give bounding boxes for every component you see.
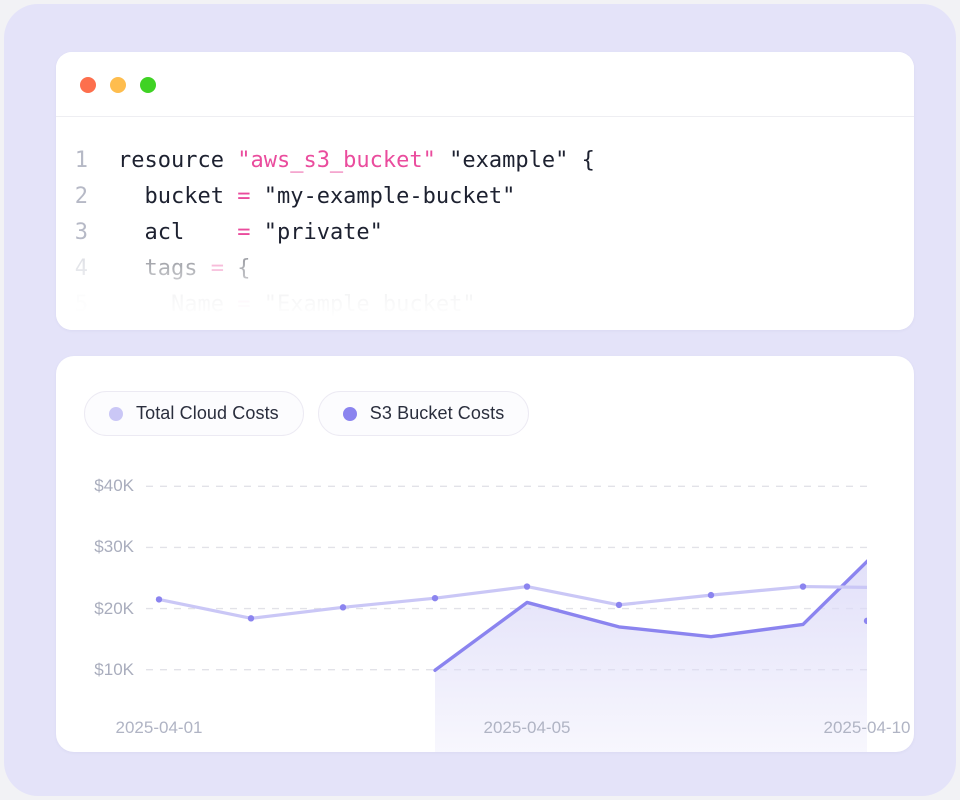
data-point-total-cloud-costs[interactable] <box>892 585 898 591</box>
code-line-number: 4 <box>74 256 88 281</box>
chart-plot-area: $40K $30K $20K $10K 2025-04-01 2025-04-05 202… <box>56 448 914 752</box>
x-axis-tick-label: 2025-04-01 <box>115 718 203 737</box>
data-point-total-cloud-costs[interactable] <box>431 594 439 602</box>
chart-content <box>146 485 898 752</box>
code-line: 5 Name = "Example bucket" <box>56 287 914 323</box>
traffic-light-close-icon[interactable] <box>80 77 96 93</box>
code-token: "example" { <box>435 148 595 173</box>
data-point-total-cloud-costs[interactable] <box>615 601 623 609</box>
code-token: resource <box>118 148 238 173</box>
data-point-total-cloud-costs[interactable] <box>863 617 870 625</box>
code-line-number: 1 <box>74 148 88 173</box>
code-line-number: 5 <box>74 292 88 317</box>
code-token: "aws_s3_bucket" <box>237 148 436 173</box>
code-line: 4 tags = { <box>56 251 914 287</box>
data-point-total-cloud-costs[interactable] <box>247 615 255 622</box>
code-token: "Example bucket" <box>250 292 476 317</box>
code-token: = <box>237 292 251 317</box>
code-line-number: 3 <box>74 220 88 245</box>
page-background: 1 resource "aws_s3_bucket" "example" {2 b… <box>4 4 956 796</box>
code-token: "my-example-bucket" <box>250 184 516 209</box>
chart-x-axis: 2025-04-01 2025-04-05 2025-04-10 <box>56 718 914 742</box>
legend-pill-s3-bucket-costs[interactable]: S3 Bucket Costs <box>317 391 530 436</box>
cost-chart-card: Total Cloud Costs S3 Bucket Costs $40K $30… <box>56 356 914 752</box>
legend-label: S3 Bucket Costs <box>369 403 505 423</box>
data-point-total-cloud-costs[interactable] <box>339 604 347 611</box>
x-axis-tick-label: 2025-04-10 <box>823 718 911 737</box>
code-editor-card: 1 resource "aws_s3_bucket" "example" {2 b… <box>56 52 914 330</box>
code-token: "private" <box>250 220 383 245</box>
code-editor-titlebar <box>56 52 914 117</box>
chart-legend: Total Cloud Costs S3 Bucket Costs <box>84 391 530 436</box>
code-token: Name <box>118 292 238 317</box>
chart-svg <box>146 485 898 752</box>
code-editor-body[interactable]: 1 resource "aws_s3_bucket" "example" {2 b… <box>56 118 914 330</box>
code-token: { <box>223 256 251 281</box>
traffic-light-minimize-icon[interactable] <box>110 77 126 93</box>
code-line-text: Name = "Example bucket" <box>118 287 476 323</box>
area-s3-bucket-costs <box>435 561 867 752</box>
code-token: bucket <box>118 184 238 209</box>
data-point-total-cloud-costs[interactable] <box>707 591 715 599</box>
legend-label: Total Cloud Costs <box>136 403 279 423</box>
y-axis-tick-label: $20K <box>94 598 134 618</box>
y-axis-tick-label: $40K <box>94 476 134 496</box>
code-token: tags <box>118 256 211 281</box>
data-point-total-cloud-costs[interactable] <box>523 583 531 590</box>
code-token: acl <box>118 220 238 245</box>
traffic-light-maximize-icon[interactable] <box>140 77 156 93</box>
code-line-text: tags = { <box>118 251 250 287</box>
line-s3-bucket-costs <box>433 559 867 672</box>
code-line: 2 bucket = "my-example-bucket" <box>56 179 914 215</box>
data-point-total-cloud-costs[interactable] <box>155 596 163 603</box>
y-axis-tick-label: $10K <box>94 659 134 679</box>
y-axis-tick-label: $30K <box>94 537 134 557</box>
chart-y-axis: $40K $30K $20K $10K <box>66 448 134 752</box>
code-line-text: bucket = "my-example-bucket" <box>118 179 515 215</box>
code-line-text: resource "aws_s3_bucket" "example" { <box>118 143 595 179</box>
code-line-text: acl = "private" <box>118 215 383 251</box>
line-total-cloud-costs <box>157 584 867 623</box>
legend-swatch-icon <box>109 406 123 421</box>
legend-pill-total-cloud-costs[interactable]: Total Cloud Costs <box>84 391 304 436</box>
x-axis-tick-label: 2025-04-05 <box>483 718 571 737</box>
code-token: = <box>210 256 224 281</box>
data-point-total-cloud-costs[interactable] <box>799 583 807 590</box>
code-line: 1 resource "aws_s3_bucket" "example" { <box>56 143 914 179</box>
code-token: = <box>237 184 251 209</box>
legend-swatch-icon <box>342 406 357 421</box>
code-token: = <box>237 220 251 245</box>
code-line: 3 acl = "private" <box>56 215 914 251</box>
code-line-number: 2 <box>74 184 88 209</box>
